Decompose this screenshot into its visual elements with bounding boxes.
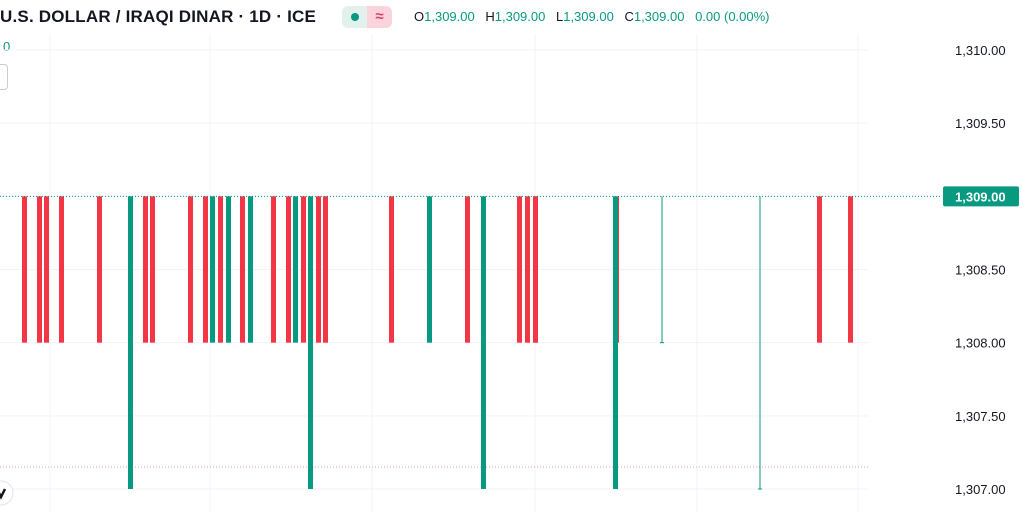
open-value: 1,309.00 xyxy=(424,9,475,24)
last-price-tag xyxy=(943,186,1019,207)
y-tick-label: 1,308.00 xyxy=(955,336,1006,351)
candle-body xyxy=(286,196,291,343)
candle-body xyxy=(37,196,42,343)
candle-body xyxy=(248,196,253,343)
candle-body xyxy=(323,196,328,343)
candle-body xyxy=(210,196,215,343)
symbol-title[interactable]: U.S. DOLLAR / IRAQI DINAR · 1D · ICE xyxy=(0,7,317,26)
candle-body xyxy=(203,196,208,343)
candle-body xyxy=(817,196,822,343)
candle-body xyxy=(308,196,313,490)
candle-body xyxy=(97,196,102,343)
candles xyxy=(22,196,853,490)
close-label: C xyxy=(624,9,634,24)
ohlc-legend: O1,309.00 H1,309.00 L1,309.00 C1,309.00 … xyxy=(414,9,777,24)
candle-body xyxy=(59,196,64,343)
candle-body xyxy=(316,196,321,343)
wave-icon: ≈ xyxy=(375,8,384,25)
candle-body xyxy=(481,196,486,490)
y-tick-label: 1,310.00 xyxy=(955,43,1006,58)
candle-body xyxy=(218,196,223,343)
candle-body xyxy=(293,196,298,343)
candle-body xyxy=(533,196,538,343)
candle-body xyxy=(128,196,133,490)
open-label: O xyxy=(414,9,425,24)
volume-value: 0 xyxy=(3,39,11,54)
candle-body xyxy=(150,196,155,343)
y-tick-label: 1,307.50 xyxy=(955,409,1006,424)
candle-body xyxy=(271,196,276,343)
candle-body xyxy=(465,196,470,343)
dot-icon xyxy=(351,13,359,21)
candle-body xyxy=(188,196,193,343)
price-axis[interactable]: 1,310.00 1,309.50 1,309.00 1,308.50 1,308.00… xyxy=(943,43,1019,497)
y-tick-label: 1,308.50 xyxy=(955,263,1006,278)
wave-toggle-button[interactable]: ≈ xyxy=(367,6,392,28)
y-tick-label: 1,309.50 xyxy=(955,116,1006,131)
candle-body xyxy=(427,196,432,343)
high-value: 1,309.00 xyxy=(494,9,546,24)
candle-body xyxy=(240,196,245,343)
candle-body xyxy=(226,196,231,343)
y-tick-label: 1,307.00 xyxy=(955,482,1006,497)
collapse-legend-button[interactable] xyxy=(0,64,8,90)
low-value: 1,309.00 xyxy=(563,9,614,24)
candle-body xyxy=(44,196,49,343)
tradingview-logo-icon[interactable] xyxy=(0,480,14,506)
candle-body xyxy=(613,196,618,490)
low-label: L xyxy=(555,9,564,24)
candle-body xyxy=(848,196,853,343)
close-value: 1,309.00 xyxy=(633,9,685,24)
candle-body xyxy=(301,196,306,343)
chart-style-toggle[interactable]: ≈ xyxy=(342,6,392,28)
high-label: H xyxy=(485,9,495,24)
candle-body xyxy=(525,196,530,343)
last-price-tag-label: 1,309.00 xyxy=(955,189,1006,204)
dot-toggle-button[interactable] xyxy=(342,6,367,28)
chart-header: U.S. DOLLAR / IRAQI DINAR · 1D · ICE ≈ O… xyxy=(0,0,1022,34)
candle-body xyxy=(22,196,27,343)
change-value: 0.00 (0.00%) xyxy=(695,9,770,24)
candle-body xyxy=(143,196,148,343)
candle-body xyxy=(389,196,394,343)
candle-body xyxy=(517,196,522,343)
